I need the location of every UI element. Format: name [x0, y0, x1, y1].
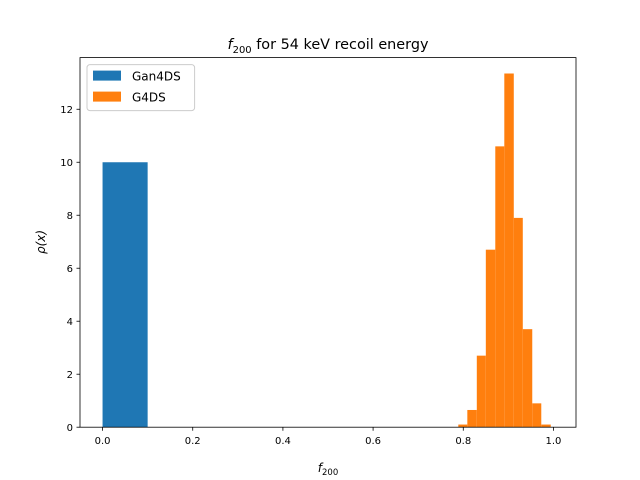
y-tick-label: 10 [60, 158, 73, 169]
y-axis-ticks: 0 2 4 6 8 10 12 [60, 105, 80, 434]
y-tick-label: 6 [67, 264, 73, 275]
legend-swatch-g4ds [93, 91, 121, 102]
y-axis-label: ρ(x) [34, 230, 48, 254]
legend-label-g4ds: G4DS [132, 91, 166, 105]
bar-g4ds-3 [485, 249, 496, 428]
legend: Gan4DS G4DS [86, 64, 196, 112]
x-tick-label: 0.0 [95, 436, 111, 447]
x-tick-label: 0.2 [185, 436, 201, 447]
bar-g4ds-6 [513, 217, 523, 428]
bar-g4ds-9 [541, 424, 551, 428]
plot-frame [79, 57, 577, 428]
bar-g4ds-5 [504, 73, 514, 428]
x-tick-label: 0.8 [455, 436, 471, 447]
bar-gan4ds-0 [102, 162, 148, 428]
bar-g4ds-4 [495, 146, 505, 428]
legend-label-gan4ds: Gan4DS [132, 70, 181, 84]
bar-g4ds-0 [458, 424, 468, 428]
bar-g4ds-8 [532, 403, 542, 428]
y-tick-label: 2 [67, 370, 73, 381]
bar-g4ds-1 [467, 409, 477, 428]
x-tick-label: 0.4 [275, 436, 291, 447]
bar-g4ds-7 [522, 329, 533, 428]
x-axis-ticks: 0.0 0.2 0.4 0.6 0.8 1.0 [95, 427, 562, 447]
bars-layer [102, 73, 551, 428]
x-tick-label: 0.6 [365, 436, 381, 447]
bar-g4ds-2 [476, 355, 486, 428]
y-tick-label: 4 [67, 317, 73, 328]
chart-title: f200 for 54 keV recoil energy [228, 37, 429, 56]
y-tick-label: 8 [67, 211, 73, 222]
y-tick-label: 12 [60, 105, 73, 116]
y-tick-label: 0 [67, 423, 73, 434]
legend-swatch-gan4ds [93, 70, 121, 81]
x-tick-label: 1.0 [546, 436, 562, 447]
x-axis-label: f200 [318, 461, 338, 478]
